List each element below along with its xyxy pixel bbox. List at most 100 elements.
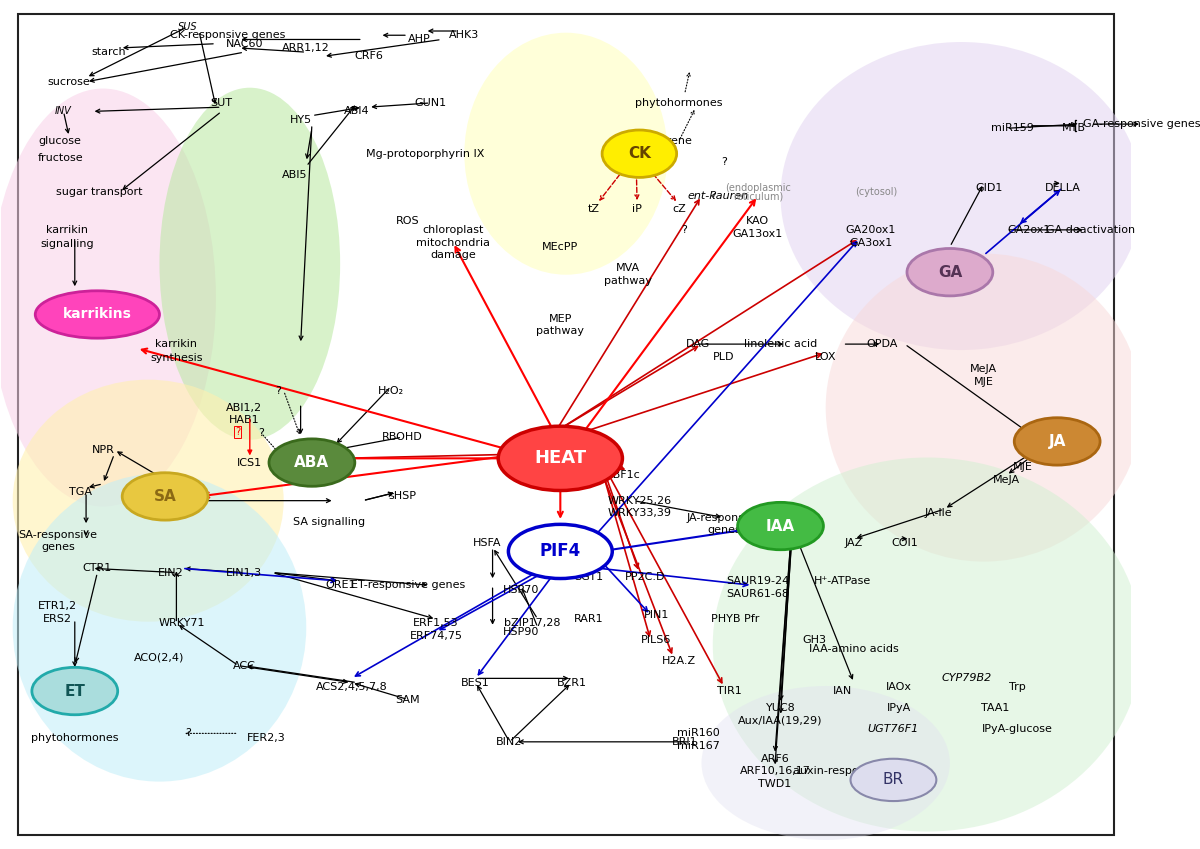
Text: PHYB Pfr: PHYB Pfr: [712, 614, 760, 624]
Text: HSFA: HSFA: [473, 538, 502, 548]
Text: ?: ?: [185, 728, 191, 739]
Text: MYB: MYB: [1062, 123, 1086, 133]
Ellipse shape: [32, 667, 118, 715]
Text: WRKY71: WRKY71: [158, 618, 205, 628]
Text: BRI1: BRI1: [672, 737, 697, 747]
Text: isoprene: isoprene: [643, 136, 691, 146]
Text: karrikin: karrikin: [156, 339, 198, 349]
Text: COI1: COI1: [892, 538, 918, 548]
Text: MVA: MVA: [616, 263, 640, 273]
Text: ACC: ACC: [233, 661, 256, 671]
Text: bZIP17,28: bZIP17,28: [504, 618, 560, 628]
Text: NPR: NPR: [91, 445, 114, 455]
Text: genes: genes: [707, 526, 740, 535]
Ellipse shape: [13, 380, 283, 621]
Text: CK-responsive genes: CK-responsive genes: [169, 31, 284, 40]
Text: UGT76F1: UGT76F1: [868, 724, 919, 734]
Text: BZR1: BZR1: [557, 678, 587, 688]
Text: KAO: KAO: [746, 216, 769, 227]
Text: karrikin: karrikin: [46, 225, 88, 235]
Text: SGT1: SGT1: [574, 572, 604, 582]
Text: JAZ: JAZ: [845, 538, 863, 548]
Text: ent-kauren: ent-kauren: [688, 191, 749, 201]
Ellipse shape: [826, 254, 1142, 561]
Text: BES1: BES1: [461, 678, 490, 688]
Text: JA: JA: [1049, 434, 1066, 449]
Text: TWD1: TWD1: [758, 779, 792, 789]
Text: HY5: HY5: [289, 115, 312, 125]
Text: ARF6: ARF6: [761, 754, 790, 764]
Text: YUC8: YUC8: [766, 703, 796, 713]
Text: miR167: miR167: [677, 741, 720, 751]
Text: ABI5: ABI5: [282, 170, 307, 180]
Text: JA-Ile: JA-Ile: [925, 509, 953, 519]
Text: CRF6: CRF6: [354, 52, 383, 61]
Text: ACO(2,4): ACO(2,4): [134, 652, 185, 662]
Text: GUN1: GUN1: [414, 98, 446, 108]
Ellipse shape: [13, 474, 306, 782]
Text: PIF4: PIF4: [540, 543, 581, 560]
Text: PP2C.D: PP2C.D: [625, 572, 665, 582]
Text: DAG: DAG: [686, 339, 710, 349]
Text: MJE: MJE: [1013, 462, 1033, 472]
Text: CTR1: CTR1: [83, 564, 112, 573]
Text: mitochondria: mitochondria: [416, 238, 490, 248]
Text: auxin-responsive genes: auxin-responsive genes: [793, 767, 925, 777]
Text: H⁺-ATPase: H⁺-ATPase: [814, 576, 871, 586]
Text: iP: iP: [632, 204, 642, 214]
Text: starch: starch: [91, 48, 126, 57]
Text: MEP: MEP: [548, 314, 572, 323]
Text: MBF1c: MBF1c: [604, 470, 641, 481]
Text: JA-responsive: JA-responsive: [686, 513, 761, 523]
Text: ABA: ABA: [294, 455, 330, 470]
Text: MEcPP: MEcPP: [542, 242, 578, 252]
Text: ERS2: ERS2: [43, 614, 72, 624]
Text: IPyA: IPyA: [887, 703, 911, 713]
Text: ORE1: ORE1: [325, 580, 355, 590]
Text: MJE: MJE: [974, 377, 994, 387]
Text: HSP90: HSP90: [503, 627, 539, 637]
Text: GA: GA: [937, 265, 962, 279]
Ellipse shape: [713, 458, 1142, 831]
Ellipse shape: [498, 426, 623, 491]
Text: SA signalling: SA signalling: [293, 517, 365, 527]
Text: OPDA: OPDA: [866, 339, 898, 349]
Text: TAA1: TAA1: [980, 703, 1009, 713]
Text: IAA-amino acids: IAA-amino acids: [809, 644, 899, 654]
Text: IAN: IAN: [833, 686, 852, 696]
Text: sHSP: sHSP: [389, 492, 416, 502]
Text: SUT: SUT: [210, 98, 233, 108]
Text: IAA: IAA: [766, 519, 796, 533]
Text: ERF1,53: ERF1,53: [413, 618, 458, 628]
Text: RBOHD: RBOHD: [382, 432, 422, 442]
Text: ICS1: ICS1: [238, 458, 263, 468]
Ellipse shape: [35, 291, 160, 338]
Text: HAB1: HAB1: [229, 415, 259, 425]
Text: chloroplast: chloroplast: [422, 225, 484, 235]
Ellipse shape: [780, 42, 1142, 350]
Text: ?: ?: [235, 427, 240, 436]
Text: reticulum): reticulum): [733, 191, 784, 201]
Text: SA-responsive: SA-responsive: [18, 530, 97, 539]
Text: GA13ox1: GA13ox1: [733, 229, 784, 239]
Text: ARF10,16,17: ARF10,16,17: [739, 767, 810, 777]
Text: ABI4: ABI4: [344, 106, 370, 116]
Text: MeJA: MeJA: [971, 364, 997, 374]
Text: PIN1: PIN1: [643, 610, 668, 620]
Text: pathway: pathway: [536, 326, 584, 336]
Text: synthesis: synthesis: [150, 353, 203, 363]
Text: IPyA-glucose: IPyA-glucose: [983, 724, 1054, 734]
Ellipse shape: [602, 130, 677, 177]
Ellipse shape: [851, 759, 936, 801]
Text: GA: GA: [938, 265, 961, 279]
Text: tZ: tZ: [588, 204, 600, 214]
Text: damage: damage: [430, 250, 476, 261]
Ellipse shape: [464, 33, 667, 275]
Text: IAOx: IAOx: [886, 682, 912, 692]
Text: ?: ?: [721, 157, 727, 167]
Text: DELLA: DELLA: [1045, 183, 1081, 193]
Text: (endoplasmic: (endoplasmic: [725, 183, 791, 193]
Ellipse shape: [160, 87, 340, 440]
Text: RAR1: RAR1: [574, 614, 604, 624]
Text: phytohormones: phytohormones: [635, 98, 722, 108]
